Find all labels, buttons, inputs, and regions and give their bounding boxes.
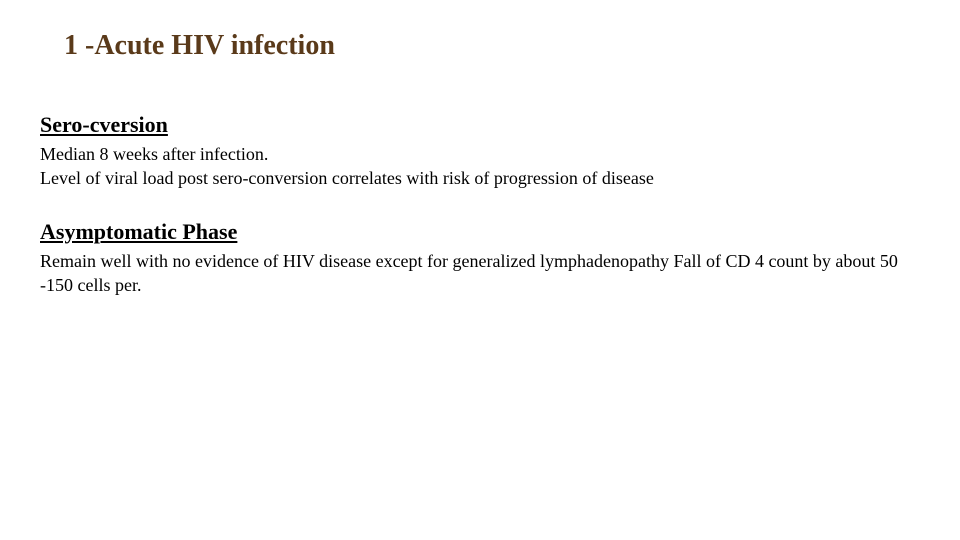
slide-title: 1 -Acute HIV infection	[64, 30, 920, 62]
section-heading: Asymptomatic Phase	[40, 219, 920, 245]
section-seroconversion: Sero-cversion Median 8 weeks after infec…	[40, 112, 920, 191]
section-asymptomatic: Asymptomatic Phase Remain well with no e…	[40, 219, 920, 298]
section-body: Remain well with no evidence of HIV dise…	[40, 249, 920, 298]
section-body: Median 8 weeks after infection.Level of …	[40, 142, 920, 191]
section-heading: Sero-cversion	[40, 112, 920, 138]
slide: 1 -Acute HIV infection Sero-cversion Med…	[0, 0, 960, 540]
